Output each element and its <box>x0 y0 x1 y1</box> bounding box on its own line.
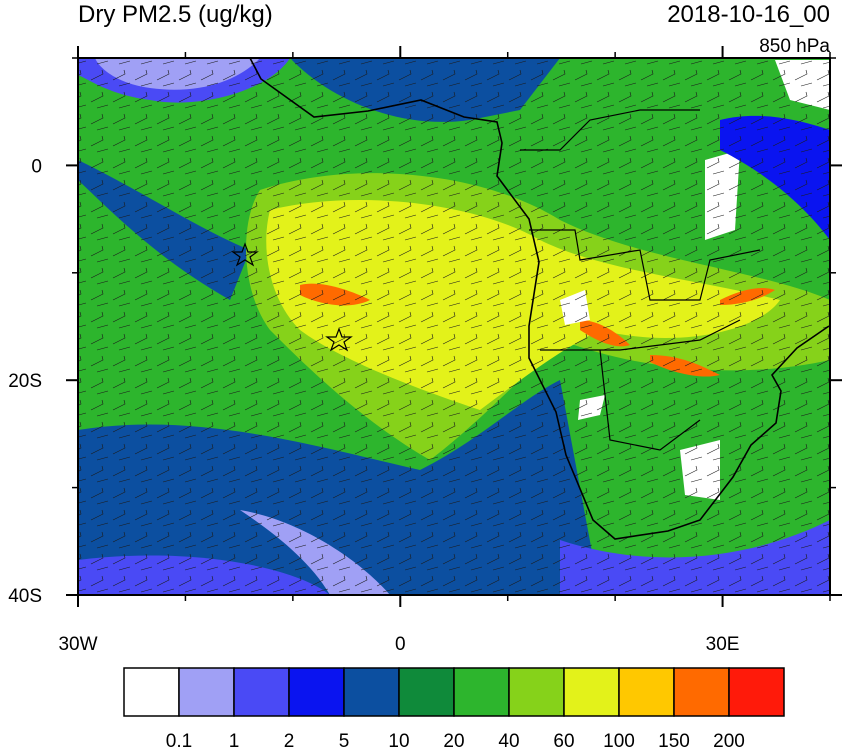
map-frame <box>77 57 831 596</box>
colorbar-box <box>508 667 565 717</box>
colorbar-box <box>728 667 785 717</box>
colorbar-label: 1 <box>229 731 240 750</box>
colorbar-label: 10 <box>388 731 409 750</box>
colorbar-label: 100 <box>603 731 635 750</box>
colorbar-label: 150 <box>658 731 690 750</box>
lon-label: 0 <box>395 634 406 655</box>
lon-label: 30E <box>706 634 740 655</box>
title: Dry PM2.5 (ug/kg) <box>78 1 273 28</box>
colorbar-box <box>343 667 400 717</box>
colorbar-box <box>123 667 180 717</box>
colorbar-label: 60 <box>553 731 574 750</box>
lon-label: 30W <box>58 634 97 655</box>
colorbar-box <box>563 667 620 717</box>
colorbar-label: 200 <box>713 731 745 750</box>
colorbar-label: 5 <box>339 731 350 750</box>
colorbar-label: 0.1 <box>166 731 192 750</box>
colorbar-label: 2 <box>284 731 295 750</box>
colorbar-box <box>673 667 730 717</box>
colorbar-label: 20 <box>443 731 464 750</box>
lat-label: 20S <box>8 371 42 392</box>
colorbar-box <box>398 667 455 717</box>
colorbar-box <box>233 667 290 717</box>
lat-label: 40S <box>8 586 42 607</box>
colorbar-label: 40 <box>498 731 519 750</box>
map-field <box>78 58 830 595</box>
colorbar-box <box>288 667 345 717</box>
time: 2018-10-16_00 <box>667 1 830 28</box>
level: 850 hPa <box>759 36 830 57</box>
colorbar-box <box>618 667 675 717</box>
colorbar-box <box>178 667 235 717</box>
colorbar-box <box>453 667 510 717</box>
lat-label: 0 <box>31 156 42 177</box>
